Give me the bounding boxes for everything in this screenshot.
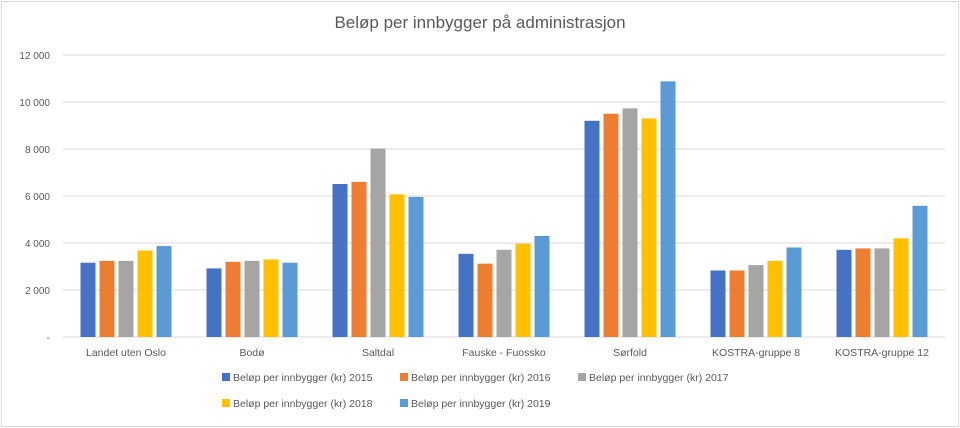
x-tick-label: Saltdal <box>362 347 394 359</box>
bar <box>351 181 367 337</box>
y-tick-label: 4 000 <box>25 239 50 250</box>
legend-swatch <box>400 399 408 407</box>
bar <box>225 261 241 337</box>
legend-label: Beløp per innbygger (kr) 2017 <box>589 372 729 384</box>
x-tick-label: Landet uten Oslo <box>86 347 166 359</box>
y-tick-label: - <box>47 333 50 344</box>
legend-item: Beløp per innbygger (kr) 2017 <box>578 372 729 384</box>
bar <box>458 253 474 337</box>
bar <box>137 250 153 337</box>
x-tick-label: KOSTRA-gruppe 8 <box>712 347 800 359</box>
bar <box>893 238 909 337</box>
bar <box>263 259 279 337</box>
y-tick-label: 2 000 <box>25 286 50 297</box>
y-tick-label: 10 000 <box>19 98 50 109</box>
x-tick-label: Bodø <box>239 347 265 359</box>
bar <box>748 265 764 337</box>
bar <box>408 196 424 337</box>
x-tick-label: Sørfold <box>613 347 647 359</box>
legend-label: Beløp per innbygger (kr) 2015 <box>233 372 373 384</box>
bar <box>534 235 550 337</box>
bar <box>370 148 386 337</box>
legend-item: Beløp per innbygger (kr) 2016 <box>400 372 551 384</box>
bar <box>786 247 802 337</box>
y-tick-label: 6 000 <box>25 192 50 203</box>
bar <box>332 184 348 337</box>
bar <box>729 270 745 337</box>
legend-item: Beløp per innbygger (kr) 2018 <box>222 398 373 410</box>
legend-swatch <box>222 373 230 381</box>
legend-swatch <box>578 373 586 381</box>
bar <box>836 249 852 337</box>
bar <box>584 120 600 337</box>
bar <box>118 260 134 337</box>
bar <box>80 262 96 337</box>
legend-swatch <box>400 373 408 381</box>
bar <box>603 113 619 337</box>
bar <box>496 249 512 337</box>
y-tick-label: 12 000 <box>19 51 50 62</box>
bar <box>874 248 890 337</box>
legend-label: Beløp per innbygger (kr) 2019 <box>411 398 551 410</box>
legend-label: Beløp per innbygger (kr) 2018 <box>233 398 373 410</box>
bar <box>515 243 531 337</box>
bar <box>855 248 871 337</box>
bar <box>767 260 783 337</box>
legend-label: Beløp per innbygger (kr) 2016 <box>411 372 551 384</box>
y-tick-label: 8 000 <box>25 145 50 156</box>
chart-title: Beløp per innbygger på administrasjon <box>334 13 625 32</box>
bar <box>206 268 222 337</box>
bar <box>477 263 493 337</box>
bar <box>641 118 657 337</box>
bar <box>710 270 726 337</box>
bar <box>622 108 638 337</box>
x-tick-label: Fauske - Fuossko <box>462 347 546 359</box>
bar <box>244 260 260 337</box>
bar <box>282 262 298 337</box>
legend-swatch <box>222 399 230 407</box>
x-tick-label: KOSTRA-gruppe 12 <box>835 347 929 359</box>
bar <box>660 81 676 337</box>
bar <box>912 205 928 337</box>
legend-item: Beløp per innbygger (kr) 2019 <box>400 398 551 410</box>
legend-item: Beløp per innbygger (kr) 2015 <box>222 372 373 384</box>
bar <box>156 246 172 337</box>
bar <box>389 194 405 337</box>
bar <box>99 260 115 337</box>
